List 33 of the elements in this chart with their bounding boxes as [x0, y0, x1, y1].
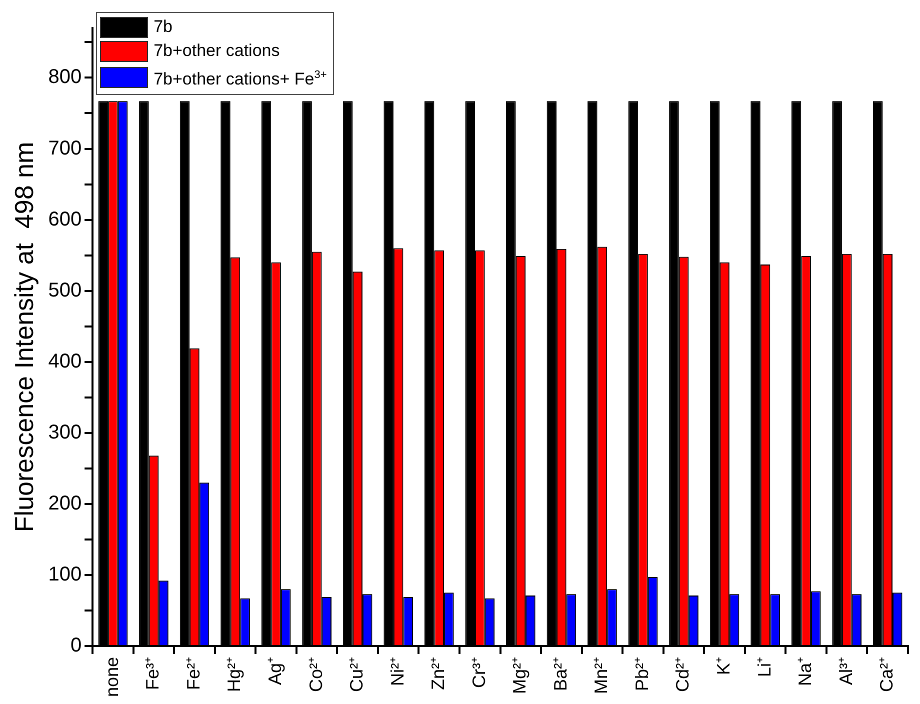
x-tick-label: Fe³⁺: [142, 656, 163, 690]
x-tick-label: Mg²⁺: [510, 656, 530, 694]
y-tick-label: 700: [48, 137, 82, 160]
x-tick-label: Cu²⁺: [346, 656, 367, 692]
legend-label: 7b: [154, 16, 172, 38]
x-tick-label: Cr³⁺: [468, 656, 489, 688]
x-tick-label: Al³⁺: [836, 656, 856, 685]
x-tick-label: Co²⁺: [306, 656, 326, 692]
y-tick-label: 100: [48, 563, 82, 586]
x-tick-label: Cd²⁺: [672, 656, 693, 692]
y-tick-label: 600: [48, 208, 82, 230]
x-tick-label: Mn²⁺: [591, 656, 612, 694]
x-tick-label: Ni²⁺: [387, 656, 408, 686]
y-tick-label: 400: [48, 350, 82, 372]
y-tick-label: 300: [48, 421, 82, 444]
x-tick-label: Hg²⁺: [224, 656, 244, 692]
y-tick-label: 200: [48, 492, 82, 514]
legend-label: 7b+other cations: [154, 40, 280, 62]
y-tick-label: 800: [48, 66, 82, 88]
y-tick-label: 500: [48, 279, 82, 302]
y-axis-title: Fluorescence Intensity at 498 nm: [8, 142, 39, 532]
x-tick-label: Li⁺: [754, 656, 774, 677]
x-tick-label: Ba²⁺: [550, 656, 570, 691]
x-tick-label: K⁺: [713, 656, 734, 675]
x-tick-label: none: [102, 656, 122, 698]
x-tick-label: Ca²⁺: [876, 656, 897, 692]
x-tick-label: Na⁺: [795, 656, 816, 686]
y-tick-label: 0: [70, 634, 82, 656]
legend-label: 7b+other cations+ Fe$^{3+}$: [154, 68, 327, 91]
x-tick-label: Ag⁺: [265, 656, 286, 685]
x-tick-label: Fe²⁺: [183, 656, 204, 690]
x-tick-label: Zn²⁺: [428, 656, 448, 690]
x-tick-label: Pb²⁺: [632, 656, 652, 691]
